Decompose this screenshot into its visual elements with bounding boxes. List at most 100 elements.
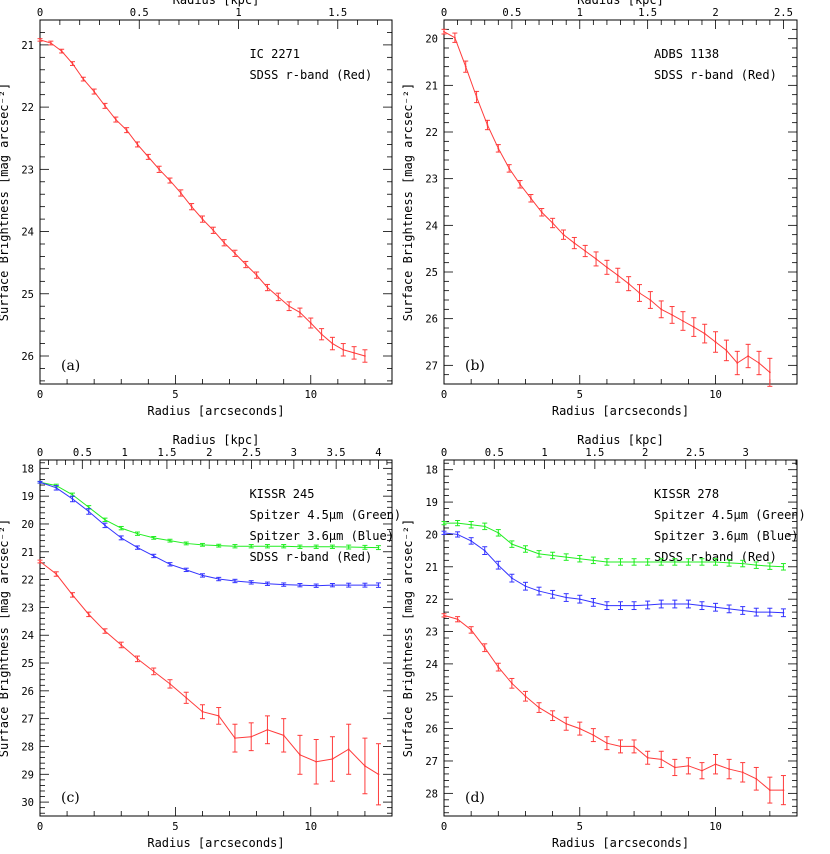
data-point-green [104,518,106,521]
data-point-red [578,727,581,730]
x-top-tick-label: 1 [577,7,583,19]
data-point-red [673,766,676,769]
data-point-red [353,351,355,354]
data-point-blue [606,604,608,607]
data-point-red [551,714,554,717]
data-point-green [331,545,334,548]
data-point-red [315,760,318,763]
y-tick-label: 21 [425,562,438,574]
panel-a: 0 5 10 0 0.5 1 1.5 21 22 23 24 25 26 Radius [arcsecon… [0,0,393,418]
x-top-tick-label: 0 [37,7,43,19]
data-point-blue [39,481,41,484]
data-point-green [347,546,350,548]
data-point-red [217,714,220,717]
plot-frame-c [39,459,393,817]
data-point-green [152,536,155,539]
data-point-green [646,561,649,563]
y-tick-label: 27 [21,714,34,726]
data-point-red [660,308,663,311]
y-tick-label: 26 [21,686,34,698]
data-point-red [190,205,193,208]
data-point-red [633,745,635,748]
data-point-red [573,242,576,244]
x-tick-label: 10 [304,389,317,401]
panel-c: 0 5 10 0 0.5 1 1.5 2 2.5 3 3.5 4 18 19 20 21 22 23 24 25 26 2… [0,433,401,850]
data-point-red [627,282,630,285]
data-point-green [443,522,445,525]
data-point-red [212,229,215,232]
y-axis-title: Surface Brightness [mag arcsec⁻²] [0,83,11,321]
annotation: SDSS r-band (Red) [249,68,372,82]
data-point-red [497,147,500,150]
series-line-green [444,522,784,568]
y-axis-title: Surface Brightness [mag arcsec⁻²] [401,83,415,321]
data-point-red [486,124,489,126]
data-point-green [687,561,690,563]
data-point-red [736,362,739,364]
series-line-green [39,481,379,549]
data-point-red [470,629,473,631]
data-point-red [104,104,106,107]
data-point-blue [152,555,155,557]
data-point-red [347,748,350,751]
x-top-tick-label: 1 [121,447,127,459]
data-point-blue [87,510,90,513]
y-tick-label: 26 [425,724,438,736]
x-axis-title: Radius [arcseconds] [147,836,284,850]
annotation: SDSS r-band (Red) [654,68,777,82]
y-tick-label: 23 [425,627,438,639]
data-point-blue [741,609,744,612]
data-point-red [638,292,641,294]
data-point-red [606,266,608,269]
y-tick-label: 30 [21,797,34,809]
x-top-tick-label: 1 [541,447,547,459]
x-top-tick-label: 1.5 [638,7,657,19]
data-point-green [524,548,527,550]
x-axis-title: Radius [arcseconds] [552,404,689,418]
data-point-red [136,143,139,146]
data-point-blue [185,568,188,571]
data-point-blue [266,582,269,585]
y-tick-label: 27 [425,360,438,372]
data-point-green [755,564,758,567]
panel-d: 0 5 10 0 0.5 1 1.5 2 2.5 3 18 19 20 21 22 23 24 25 26 27 28 R… [401,433,806,850]
data-point-blue [551,593,554,596]
data-point-red [510,682,513,685]
data-point-red [443,614,445,617]
data-point-green [234,545,236,548]
data-point-green [592,559,595,562]
data-point-red [529,197,532,200]
x-top-axis-title: Radius [kpc] [173,433,260,447]
data-point-blue [201,574,204,577]
data-point-red [595,258,597,260]
data-point-red [725,349,728,352]
panel-label: (b) [465,358,485,374]
data-point-red [687,764,690,767]
data-point-green [169,539,171,542]
series-line-blue [39,481,379,587]
data-point-red [255,274,258,277]
y-tick-label: 26 [21,351,34,363]
x-top-tick-label: 0 [37,447,43,459]
y-tick-label: 25 [21,658,34,670]
data-point-green [120,527,123,530]
data-point-green [538,552,540,555]
data-point-red [768,789,771,792]
x-axis-title: Radius [arcseconds] [552,836,689,850]
data-point-red [104,630,106,632]
x-top-axis-title: Radius [kpc] [173,0,260,7]
panel-label: (c) [61,790,80,806]
x-axis-title: Radius [arcseconds] [147,404,284,418]
data-point-red [364,765,366,767]
data-point-blue [483,549,486,552]
data-point-green [578,557,581,560]
data-point-green [782,565,785,568]
x-tick-label: 10 [709,389,722,401]
annotation: Spitzer 4.5µm (Green) [249,508,401,522]
y-tick-label: 26 [425,314,438,326]
data-point-blue [646,604,649,606]
data-point-red [562,233,565,236]
data-point-red [701,769,703,772]
y-tick-label: 20 [425,529,438,541]
